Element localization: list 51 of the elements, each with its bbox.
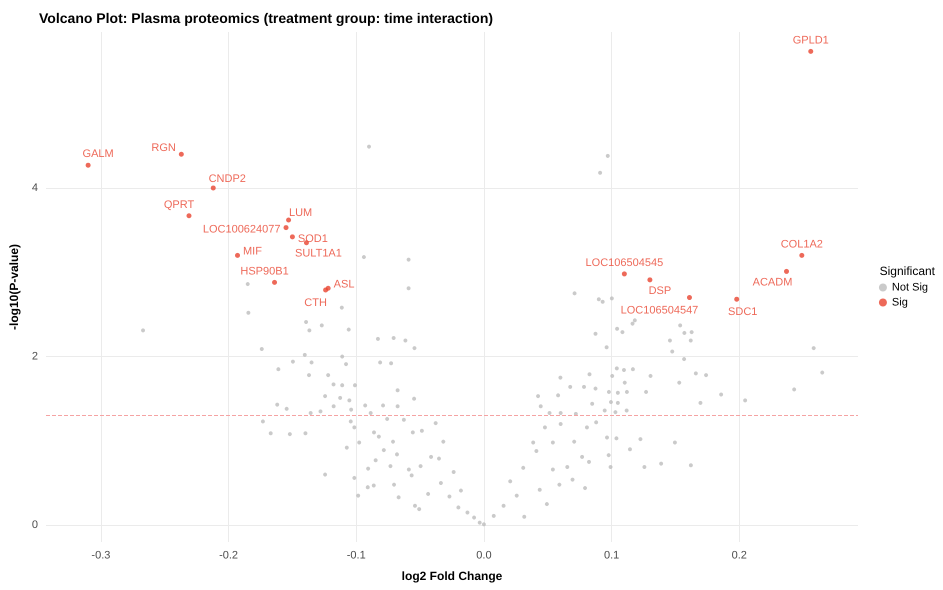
point — [290, 234, 295, 240]
x-tick-label: -0.3 — [91, 550, 110, 562]
x-tick-label: 0.1 — [604, 550, 620, 562]
chart-title: Volcano Plot: Plasma proteomics (treatment group: time interaction) — [39, 10, 494, 26]
point — [86, 162, 91, 168]
point — [647, 277, 652, 282]
data-label: LOC100624077 — [202, 224, 281, 236]
data-label: HSP90B1 — [240, 265, 289, 278]
data-label: LOC106504547 — [620, 304, 698, 317]
data-label: SULT1A1 — [295, 248, 342, 260]
point — [686, 295, 692, 300]
point — [272, 280, 278, 285]
point — [235, 252, 240, 258]
legend-title: Significant — [880, 264, 936, 278]
data-label: ASL — [334, 278, 354, 290]
point — [622, 271, 627, 276]
data-label: DSP — [648, 284, 672, 297]
data-label: QPRT — [164, 198, 194, 211]
y-axis-title: -log10(P-value) — [7, 244, 21, 330]
data-label: MIF — [243, 245, 262, 258]
point — [323, 287, 328, 292]
point — [799, 252, 804, 258]
point — [808, 48, 814, 54]
data-label: GPLD1 — [792, 34, 829, 46]
point — [734, 296, 740, 302]
data-label: CNDP2 — [208, 172, 246, 185]
data-label: ACADM — [752, 276, 792, 288]
y-tick-label: 2 — [32, 350, 38, 363]
x-axis-title: log2 Fold Change — [402, 569, 503, 583]
point — [210, 185, 216, 190]
data-label: CTH — [304, 296, 327, 309]
data-label: LUM — [288, 206, 312, 219]
x-tick-label: -0.1 — [346, 550, 366, 562]
y-tick-label: 4 — [32, 182, 38, 194]
data-label: RGN — [151, 142, 176, 154]
x-tick-label: -0.2 — [219, 550, 238, 562]
data-label: COL1A2 — [780, 238, 823, 250]
point — [178, 152, 184, 157]
data-label: SOD1 — [298, 232, 328, 245]
legend-label: Sig — [892, 296, 908, 308]
point — [186, 213, 192, 218]
legend-label: Not Sig — [892, 282, 928, 294]
data-label: LOC106504545 — [586, 256, 664, 269]
data-label: SDC1 — [728, 306, 758, 318]
data-label: GALM — [82, 148, 114, 160]
point — [784, 268, 790, 274]
x-tick-label: 0.0 — [476, 550, 492, 562]
x-tick-label: 0.2 — [732, 550, 747, 562]
point — [286, 217, 292, 222]
y-tick-label: 0 — [32, 519, 38, 532]
point — [284, 225, 289, 230]
